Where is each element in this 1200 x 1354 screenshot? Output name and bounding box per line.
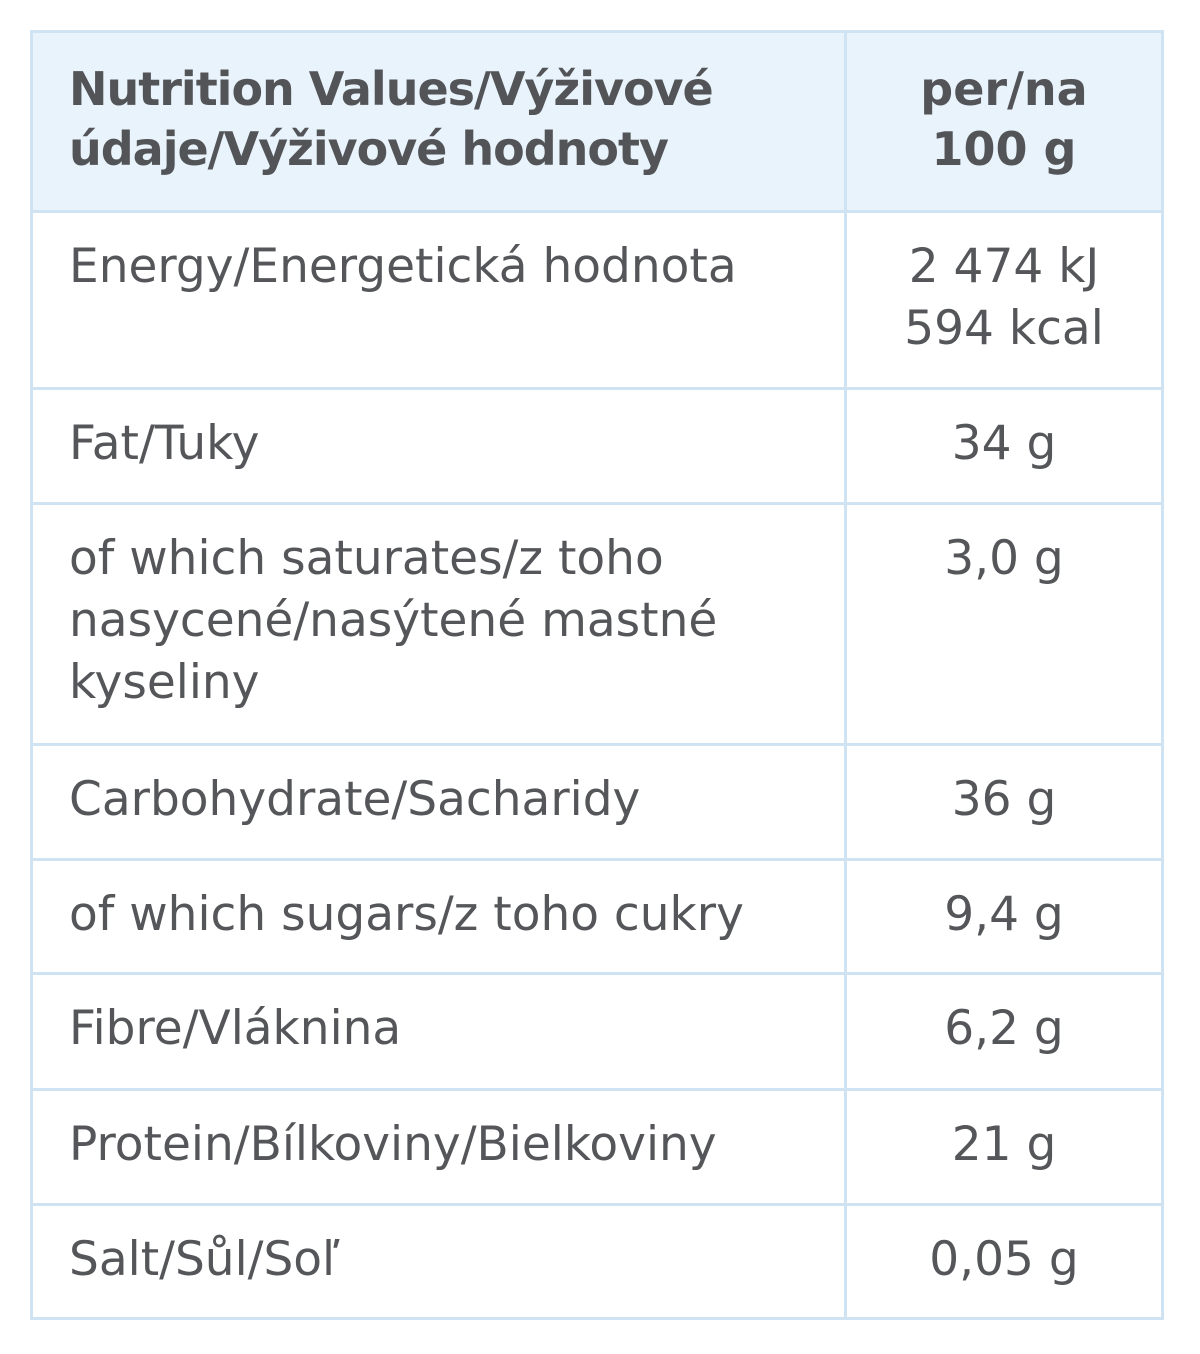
nutrient-name-line: Fibre/Vláknina <box>69 1001 402 1056</box>
nutrient-name: of which saturates/z toho nasycené/nasýt… <box>33 505 847 743</box>
nutrient-name-line: Energy/Energetická hodnota <box>69 239 737 294</box>
nutrient-value: 21 g <box>847 1091 1161 1203</box>
nutrient-name-line: nasycené/nasýtené mastné <box>69 593 718 648</box>
nutrient-value-line: 34 g <box>951 416 1057 471</box>
nutrition-table: Nutrition Values/Výživové údaje/Výživové… <box>30 30 1164 1320</box>
nutrient-value: 34 g <box>847 390 1161 502</box>
nutrient-name-line: Protein/Bílkoviny/Bielkoviny <box>69 1117 717 1172</box>
nutrient-value-line: 6,2 g <box>944 1001 1064 1056</box>
nutrient-name-line: Fat/Tuky <box>69 416 260 471</box>
nutrient-name-line: of which saturates/z toho <box>69 531 664 586</box>
header-per-100g: per/na 100 g <box>847 33 1161 210</box>
nutrient-value-line: 0,05 g <box>929 1232 1079 1287</box>
table-row-saturates: of which saturates/z toho nasycené/nasýt… <box>33 502 1161 743</box>
nutrient-name: Energy/Energetická hodnota <box>33 213 847 387</box>
nutrient-name-line: Carbohydrate/Sacharidy <box>69 772 641 827</box>
nutrient-name: Salt/Sůl/Soľ <box>33 1206 847 1317</box>
nutrient-value: 36 g <box>847 746 1161 858</box>
nutrient-name: Carbohydrate/Sacharidy <box>33 746 847 858</box>
nutrient-value: 0,05 g <box>847 1206 1161 1317</box>
nutrient-value-line: 9,4 g <box>944 887 1064 942</box>
nutrient-value: 6,2 g <box>847 975 1161 1088</box>
nutrient-value-line: 594 kcal <box>904 301 1104 356</box>
table-row-fibre: Fibre/Vláknina 6,2 g <box>33 972 1161 1088</box>
nutrient-value-line: 21 g <box>951 1117 1057 1172</box>
nutrient-value: 3,0 g <box>847 505 1161 743</box>
table-header-row: Nutrition Values/Výživové údaje/Výživové… <box>33 33 1161 210</box>
nutrient-value: 2 474 kJ 594 kcal <box>847 213 1161 387</box>
nutrient-name: Fibre/Vláknina <box>33 975 847 1088</box>
header-name-line: Nutrition Values/Výživové <box>69 62 714 116</box>
nutrient-value-line: 2 474 kJ <box>908 239 1100 294</box>
header-value-line: per/na <box>920 62 1088 116</box>
nutrient-name-line: Salt/Sůl/Soľ <box>69 1232 340 1287</box>
nutrient-value: 9,4 g <box>847 861 1161 972</box>
table-row-salt: Salt/Sůl/Soľ 0,05 g <box>33 1203 1161 1317</box>
nutrient-name: Protein/Bílkoviny/Bielkoviny <box>33 1091 847 1203</box>
header-nutrition-values: Nutrition Values/Výživové údaje/Výživové… <box>33 33 847 210</box>
table-row-carbohydrate: Carbohydrate/Sacharidy 36 g <box>33 743 1161 858</box>
nutrient-value-line: 3,0 g <box>944 531 1064 586</box>
nutrient-name-line: of which sugars/z toho cukry <box>69 887 744 942</box>
table-row-protein: Protein/Bílkoviny/Bielkoviny 21 g <box>33 1088 1161 1203</box>
table-row-energy: Energy/Energetická hodnota 2 474 kJ 594 … <box>33 210 1161 387</box>
header-name-line: údaje/Výživové hodnoty <box>69 122 669 176</box>
header-value-line: 100 g <box>931 122 1077 176</box>
table-row-fat: Fat/Tuky 34 g <box>33 387 1161 502</box>
table-row-sugars: of which sugars/z toho cukry 9,4 g <box>33 858 1161 972</box>
nutrient-name: Fat/Tuky <box>33 390 847 502</box>
nutrient-name-line: kyseliny <box>69 655 260 710</box>
nutrient-name: of which sugars/z toho cukry <box>33 861 847 972</box>
nutrient-value-line: 36 g <box>951 772 1057 827</box>
